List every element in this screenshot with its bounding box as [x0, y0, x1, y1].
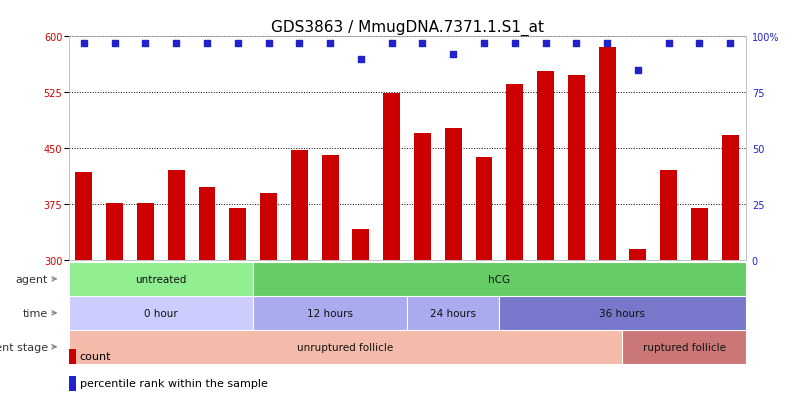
Point: [416, 40, 429, 47]
Bar: [291, 150, 308, 260]
Point: [262, 40, 275, 47]
Bar: [168, 171, 185, 260]
Text: ruptured follicle: ruptured follicle: [642, 342, 725, 352]
Bar: [537, 71, 554, 260]
Bar: [476, 158, 492, 260]
Bar: [69, 349, 76, 364]
Text: count: count: [80, 351, 111, 361]
Point: [385, 40, 398, 47]
Bar: [568, 76, 585, 260]
Text: 0 hour: 0 hour: [144, 308, 177, 318]
Text: development stage: development stage: [0, 342, 48, 352]
Text: time: time: [23, 308, 48, 318]
Point: [355, 56, 368, 63]
Point: [570, 40, 583, 47]
Point: [447, 52, 459, 58]
Text: hCG: hCG: [488, 274, 510, 284]
Bar: [414, 134, 431, 260]
Bar: [137, 204, 154, 260]
Bar: [322, 156, 339, 260]
Point: [77, 40, 90, 47]
Point: [170, 40, 183, 47]
Bar: [500, 296, 746, 330]
Text: percentile rank within the sample: percentile rank within the sample: [80, 378, 268, 388]
Point: [324, 40, 337, 47]
Point: [539, 40, 552, 47]
Bar: [69, 330, 622, 364]
Point: [139, 40, 152, 47]
Bar: [198, 188, 215, 260]
Text: 12 hours: 12 hours: [307, 308, 353, 318]
Bar: [230, 208, 247, 260]
Bar: [506, 85, 523, 260]
Point: [108, 40, 121, 47]
Point: [231, 40, 244, 47]
Point: [693, 40, 706, 47]
Text: 36 hours: 36 hours: [600, 308, 646, 318]
Text: 24 hours: 24 hours: [430, 308, 476, 318]
Bar: [629, 249, 646, 260]
Bar: [721, 135, 738, 260]
Bar: [660, 171, 677, 260]
Bar: [253, 262, 746, 296]
Text: unruptured follicle: unruptured follicle: [297, 342, 393, 352]
Text: agent: agent: [15, 274, 48, 284]
Bar: [106, 204, 123, 260]
Bar: [352, 229, 369, 260]
Bar: [691, 208, 708, 260]
Bar: [407, 296, 500, 330]
Bar: [383, 94, 400, 260]
Bar: [69, 376, 76, 391]
Point: [724, 40, 737, 47]
Bar: [76, 173, 93, 260]
Point: [201, 40, 214, 47]
Point: [509, 40, 521, 47]
Point: [600, 40, 613, 47]
Bar: [622, 330, 746, 364]
Bar: [69, 296, 253, 330]
Point: [293, 40, 305, 47]
Bar: [69, 262, 253, 296]
Title: GDS3863 / MmugDNA.7371.1.S1_at: GDS3863 / MmugDNA.7371.1.S1_at: [271, 20, 543, 36]
Bar: [445, 128, 462, 260]
Bar: [253, 296, 407, 330]
Point: [631, 67, 644, 74]
Point: [663, 40, 675, 47]
Point: [477, 40, 490, 47]
Text: untreated: untreated: [135, 274, 186, 284]
Bar: [260, 193, 277, 260]
Bar: [599, 48, 616, 260]
